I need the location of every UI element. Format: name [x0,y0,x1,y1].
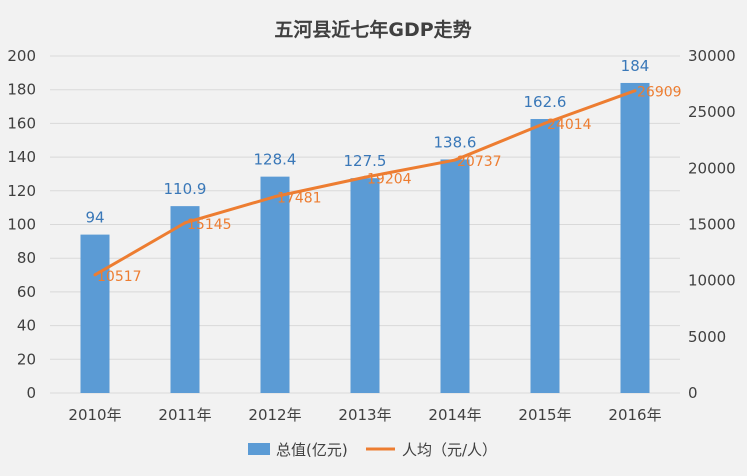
left-tick-label: 20 [17,350,36,368]
x-tick-label: 2016年 [608,406,661,424]
left-tick-label: 160 [7,114,36,132]
right-tick-label: 25000 [688,103,736,121]
bar-value-label: 127.5 [344,152,387,170]
bar-series [80,82,650,394]
line-value-label: 26909 [637,85,682,101]
line-point [543,121,547,125]
line-series [93,89,637,277]
line-value-label: 17481 [277,191,322,207]
bar-value-label: 162.6 [524,93,567,111]
right-tick-label: 20000 [688,159,736,177]
bar [440,159,470,393]
bar-value-label: 138.6 [434,133,477,151]
left-tick-label: 0 [26,384,36,402]
left-tick-label: 60 [17,283,36,301]
line-point [363,175,367,179]
left-tick-label: 140 [7,148,36,166]
right-tick-label: 0 [688,384,698,402]
bar [80,234,110,393]
line-value-label: 10517 [97,269,142,285]
bar [170,206,200,393]
legend-line-label: 人均（元/人） [402,441,497,459]
bar-value-label: 184 [621,57,650,75]
x-tick-label: 2010年 [68,406,121,424]
chart-title: 五河县近七年GDP走势 [274,18,471,41]
x-tick-label: 2013年 [338,406,391,424]
line-data-labels: 10517 15145 17481 19204 20737 24014 26909 [97,85,682,285]
legend-bar-label: 总值(亿元) [276,441,348,459]
right-tick-label: 30000 [688,47,736,65]
bar [350,178,380,393]
x-tick-label: 2012年 [248,406,301,424]
line-point [183,221,187,225]
bar-value-label: 128.4 [254,151,297,169]
left-tick-label: 80 [17,249,36,267]
x-axis-labels: 2010年 2011年 2012年 2013年 2014年 2015年 2016年 [68,406,661,424]
legend-bar-swatch [248,443,270,455]
line-point [273,195,277,199]
legend: 总值(亿元) 人均（元/人） [248,441,497,459]
left-y-axis: 0 20 40 60 80 100 120 140 160 180 200 [7,47,36,402]
bar-data-labels: 94 110.9 128.4 127.5 138.6 162.6 184 [85,57,649,227]
x-tick-label: 2011年 [158,406,211,424]
left-tick-label: 40 [17,317,36,335]
bar [260,176,290,393]
line-point [633,89,637,93]
x-tick-label: 2014年 [428,406,481,424]
left-tick-label: 120 [7,182,36,200]
bar [530,119,560,394]
x-tick-label: 2015年 [518,406,571,424]
line-value-label: 15145 [187,217,232,233]
line-value-label: 19204 [367,171,412,187]
right-tick-label: 5000 [688,328,726,346]
right-y-axis: 0 5000 10000 15000 20000 25000 30000 [688,47,736,402]
left-tick-label: 200 [7,47,36,65]
left-tick-label: 180 [7,81,36,99]
bar-value-label: 94 [85,209,104,227]
bar-value-label: 110.9 [164,180,207,198]
right-tick-label: 10000 [688,272,736,290]
left-tick-label: 100 [7,216,36,234]
line-point [453,158,457,162]
right-tick-label: 15000 [688,216,736,234]
line-point [93,273,97,277]
line-value-label: 20737 [457,154,502,170]
line-value-label: 24014 [547,117,592,133]
bar [620,82,650,394]
